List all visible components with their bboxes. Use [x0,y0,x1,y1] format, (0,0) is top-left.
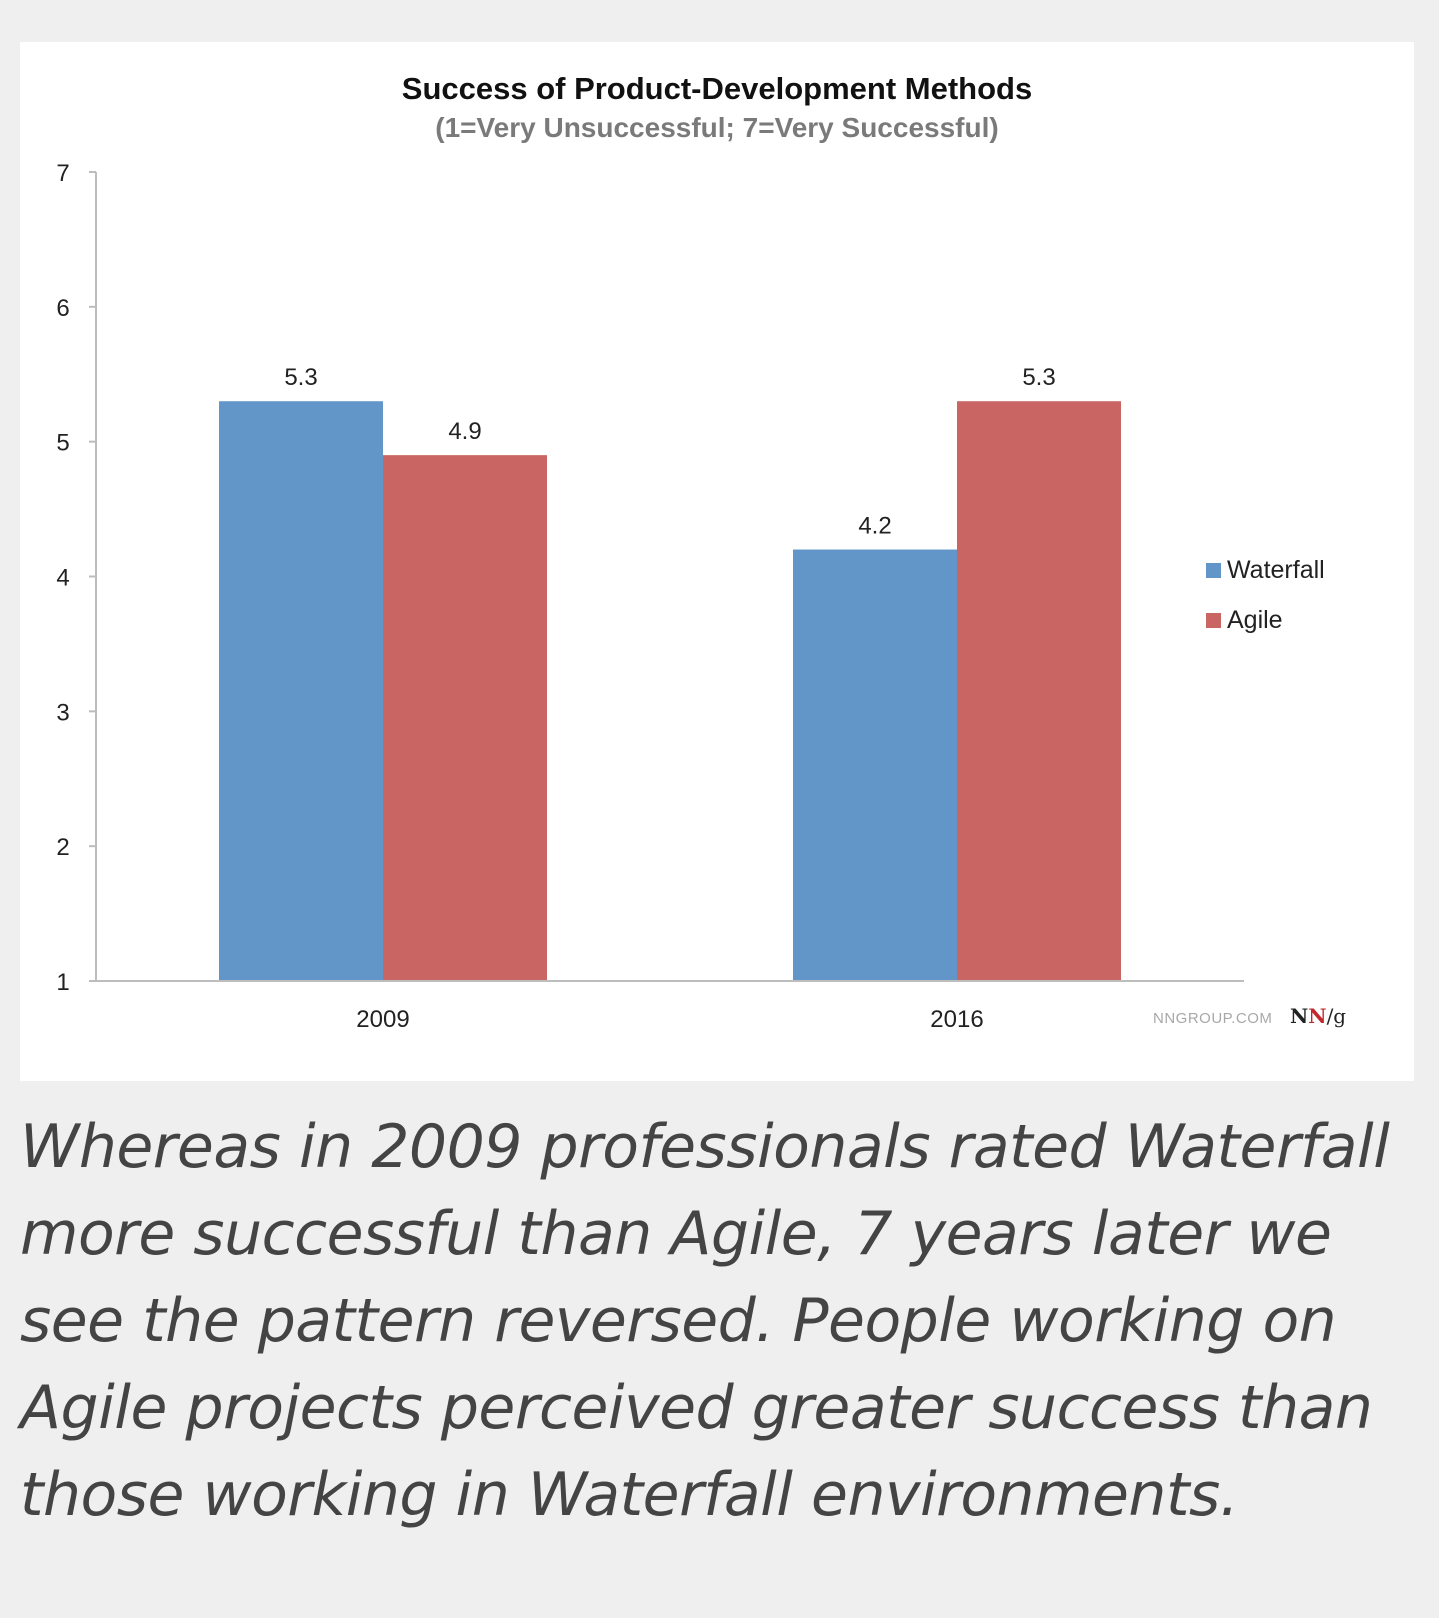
y-tick-label: 4 [56,565,69,592]
logo-slash-g: /g [1327,1004,1347,1028]
watermark-site: NNGROUP.COM [1153,1010,1272,1027]
bar-chart: Success of Product-Development Methods (… [56,71,1346,1033]
y-tick-label: 1 [56,969,69,996]
legend-swatch-waterfall [1206,563,1221,578]
bar-agile-2016 [957,401,1121,981]
x-tick-label: 2016 [930,1006,983,1033]
data-label-agile-2016: 5.3 [1022,364,1055,391]
bars-group [219,401,1121,981]
legend-label-waterfall: Waterfall [1227,556,1325,584]
y-tick-label: 7 [56,160,69,187]
x-tick-label: 2009 [356,1006,409,1033]
nng-logo: NN/g [1290,1004,1346,1028]
logo-letter-n2: N [1308,1004,1326,1028]
data-labels-group: 5.3 4.9 4.2 5.3 [284,364,1055,539]
legend-swatch-agile [1206,613,1221,628]
watermark: NNGROUP.COM NN/g [1153,1004,1346,1028]
y-tick-label: 3 [56,699,69,726]
y-tick-label: 5 [56,430,69,457]
chart-card: Success of Product-Development Methods (… [20,42,1414,1081]
x-axis: 2009 2016 [89,980,1244,1033]
data-label-agile-2009: 4.9 [448,418,481,445]
legend: Waterfall Agile [1206,556,1325,634]
data-label-waterfall-2016: 4.2 [858,513,891,540]
chart-caption: Whereas in 2009 professionals rated Wate… [20,1112,1390,1530]
data-label-waterfall-2009: 5.3 [284,364,317,391]
chart-subtitle: (1=Very Unsuccessful; 7=Very Successful) [435,112,998,143]
bar-agile-2009 [383,455,547,981]
chart-title: Success of Product-Development Methods [402,71,1032,106]
y-tick-label: 2 [56,834,69,861]
bar-waterfall-2016 [793,549,957,981]
legend-label-agile: Agile [1227,606,1283,634]
logo-letter-n1: N [1290,1004,1308,1028]
y-axis: 1 2 3 4 5 6 7 [56,160,97,996]
y-tick-label: 6 [56,295,69,322]
bar-waterfall-2009 [219,401,383,981]
